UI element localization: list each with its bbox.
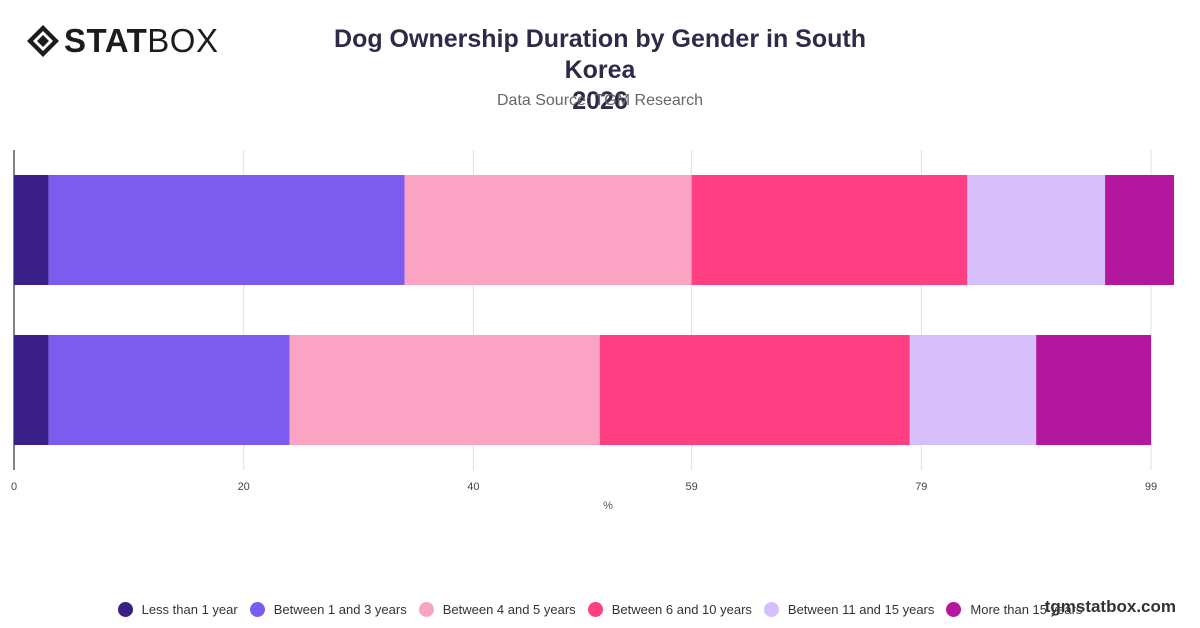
- x-axis-title: %: [603, 500, 613, 512]
- legend-label: Between 1 and 3 years: [273, 602, 407, 617]
- statbox-logo: STATBOX: [26, 22, 218, 60]
- logo-text: STATBOX: [64, 22, 218, 60]
- chart-legend: Less than 1 year Between 1 and 3 years Bet…: [0, 602, 1200, 617]
- diamond-logo-icon: [27, 25, 59, 57]
- legend-item[interactable]: Between 4 and 5 years: [418, 602, 576, 617]
- chart-title-line2: 2026: [572, 87, 628, 115]
- bar-segment: [289, 335, 600, 445]
- bar-segment: [48, 335, 290, 445]
- legend-marker: [763, 602, 779, 617]
- legend-marker: [587, 602, 603, 617]
- x-tick-label: 0: [11, 481, 17, 493]
- bar-segment: [691, 175, 968, 285]
- legend-item[interactable]: Between 6 and 10 years: [587, 602, 752, 617]
- x-tick-label: 99: [1145, 481, 1157, 493]
- legend-item[interactable]: Less than 1 year: [117, 602, 238, 617]
- bar-segment: [1105, 175, 1174, 285]
- legend-label: Between 11 and 15 years: [787, 602, 935, 617]
- bar-segment: [14, 335, 49, 445]
- legend-item[interactable]: More than 15 years: [946, 602, 1082, 617]
- legend-marker: [249, 602, 265, 617]
- legend-marker: [117, 602, 133, 617]
- logo-text-bold: STAT: [64, 22, 148, 59]
- logo-text-light: BOX: [147, 22, 219, 59]
- bar-segment: [599, 335, 910, 445]
- x-tick-label: 59: [685, 481, 697, 493]
- chart-subtitle: Data Source: TGM Research: [496, 92, 703, 109]
- legend-label: More than 15 years: [970, 602, 1083, 617]
- bar-chart: 0 20 40 59 79 99%: [11, 150, 1174, 512]
- chart-title-line1: Dog Ownership Duration by Gender in Sout…: [334, 25, 866, 84]
- bar-segment: [1036, 335, 1152, 445]
- chart-title: Dog Ownership Duration by Gender in Sout…: [300, 24, 900, 117]
- bar-segment: [967, 175, 1106, 285]
- bar-segment: [48, 175, 405, 285]
- bar-segment: [909, 335, 1037, 445]
- bar-segment: [404, 175, 692, 285]
- legend-item[interactable]: Between 1 and 3 years: [249, 602, 407, 617]
- legend-marker: [418, 602, 434, 617]
- bar-segment: [14, 175, 49, 285]
- legend-marker: [946, 602, 962, 617]
- legend-label: Between 6 and 10 years: [611, 602, 752, 617]
- x-tick-label: 40: [467, 481, 479, 493]
- x-tick-label: 79: [915, 481, 927, 493]
- legend-label: Between 4 and 5 years: [442, 602, 576, 617]
- legend-item[interactable]: Between 11 and 15 years: [763, 602, 935, 617]
- watermark: tgmstatbox.com: [1044, 597, 1176, 616]
- x-tick-label: 20: [238, 481, 250, 493]
- legend-label: Less than 1 year: [141, 602, 238, 617]
